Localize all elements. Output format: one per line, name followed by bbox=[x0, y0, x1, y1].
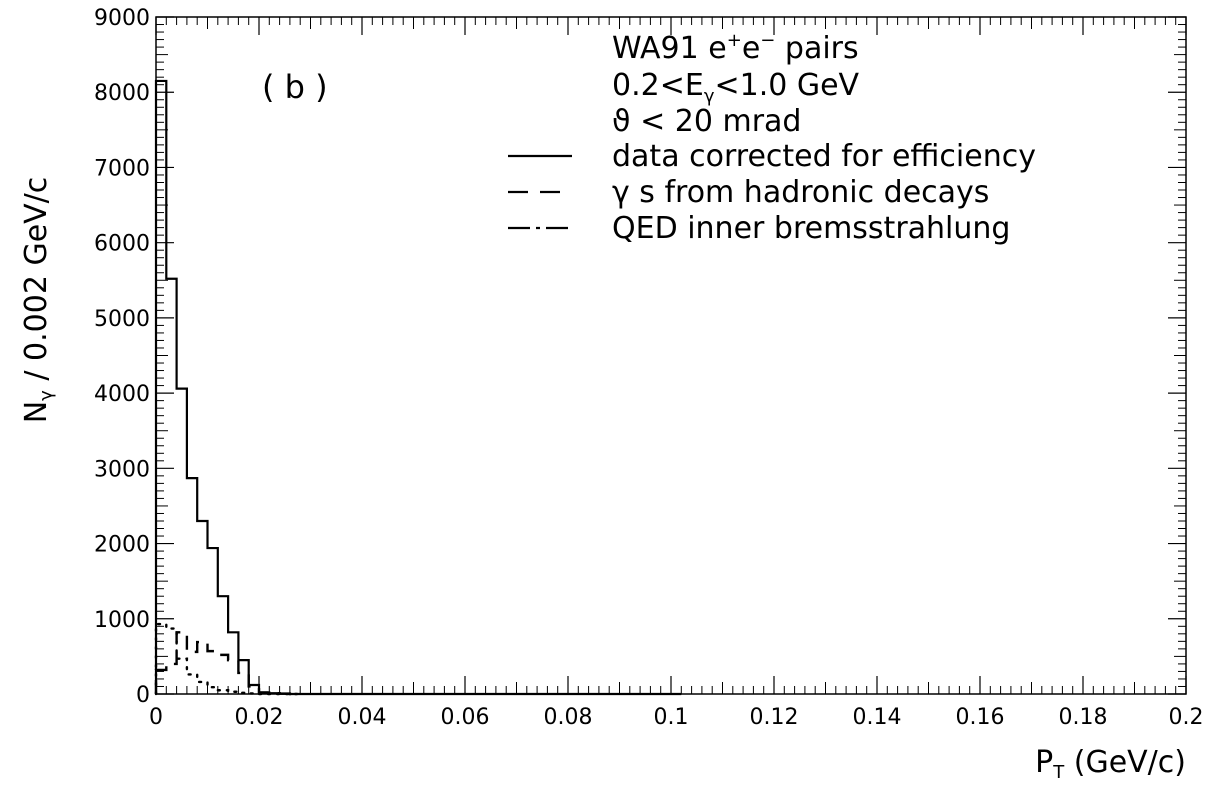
panel-label: ( b ) bbox=[262, 68, 328, 106]
y-tick-label: 7000 bbox=[94, 156, 150, 181]
x-tick-label: 0.12 bbox=[750, 705, 799, 730]
legend-header-2-b: <1.0 GeV bbox=[714, 68, 859, 103]
x-tick-label: 0.04 bbox=[338, 705, 387, 730]
x-tick-label: 0.16 bbox=[956, 705, 1005, 730]
x-tick-label: 0 bbox=[149, 705, 163, 730]
legend-label: QED inner bremsstrahlung bbox=[612, 211, 1010, 246]
y-tick-label: 5000 bbox=[94, 307, 150, 332]
series-layer bbox=[154, 79, 682, 696]
legend-header-line-1: WA91 e+e− pairs bbox=[612, 30, 859, 66]
series-line-dashdot bbox=[154, 622, 302, 696]
x-tick-label: 0.18 bbox=[1059, 705, 1108, 730]
y-tick-label: 1000 bbox=[94, 608, 150, 633]
legend-label: data corrected for efficiency bbox=[612, 139, 1036, 174]
legend-header-1-sup2: − bbox=[760, 30, 775, 51]
x-tick-label: 0.2 bbox=[1169, 705, 1204, 730]
x-axis-title: PT (GeV/c) bbox=[1035, 745, 1186, 783]
y-axis-ticks: 0 1000 2000 3000 4000 5000 6000 7000 8000 9000 bbox=[94, 6, 1186, 708]
x-tick-label: 0.14 bbox=[853, 705, 902, 730]
x-tick-label: 0.08 bbox=[544, 705, 593, 730]
x-axis-title-rest: (GeV/c) bbox=[1064, 745, 1186, 780]
x-tick-label: 0.1 bbox=[654, 705, 689, 730]
legend-header-1-c: pairs bbox=[775, 31, 858, 66]
x-axis-ticks: 0 0.02 0.04 0.06 0.08 0.1 0.12 0.14 0.16 0.18 0.2 bbox=[149, 17, 1204, 730]
x-axis-title-main: P bbox=[1035, 745, 1053, 780]
legend-header-line-2: 0.2<Eγ<1.0 GeV bbox=[612, 68, 860, 107]
y-axis-title: Nγ / 0.002 GeV/c bbox=[19, 177, 57, 424]
series-line-dashed bbox=[154, 631, 301, 696]
y-axis-title-sub: γ bbox=[36, 390, 57, 401]
legend-header-line-3: ϑ < 20 mrad bbox=[612, 104, 801, 139]
y-tick-label: 3000 bbox=[94, 457, 150, 482]
y-tick-label: 0 bbox=[136, 683, 150, 708]
series-line-solid bbox=[154, 79, 682, 696]
y-tick-label: 9000 bbox=[94, 6, 150, 31]
x-axis-title-sub: T bbox=[1052, 762, 1065, 783]
x-tick-label: 0.06 bbox=[441, 705, 490, 730]
y-tick-label: 2000 bbox=[94, 533, 150, 558]
y-axis-title-main: N bbox=[19, 401, 54, 423]
x-tick-label: 0.02 bbox=[235, 705, 284, 730]
legend-header-2-a: 0.2<E bbox=[612, 68, 704, 103]
legend-header-1-a: WA91 e bbox=[612, 31, 727, 66]
legend-header-2-sub: γ bbox=[704, 86, 715, 107]
y-tick-label: 4000 bbox=[94, 382, 150, 407]
legend-label: γ s from hadronic decays bbox=[612, 175, 989, 210]
legend-header-1-sup1: + bbox=[727, 30, 742, 51]
y-axis-title-rest: / 0.002 GeV/c bbox=[19, 177, 54, 390]
y-tick-label: 8000 bbox=[94, 81, 150, 106]
legend-header-1-b: e bbox=[742, 31, 760, 66]
y-tick-label: 6000 bbox=[94, 232, 150, 257]
legend: WA91 e+e− pairs 0.2<Eγ<1.0 GeV ϑ < 20 mr… bbox=[508, 30, 1036, 246]
